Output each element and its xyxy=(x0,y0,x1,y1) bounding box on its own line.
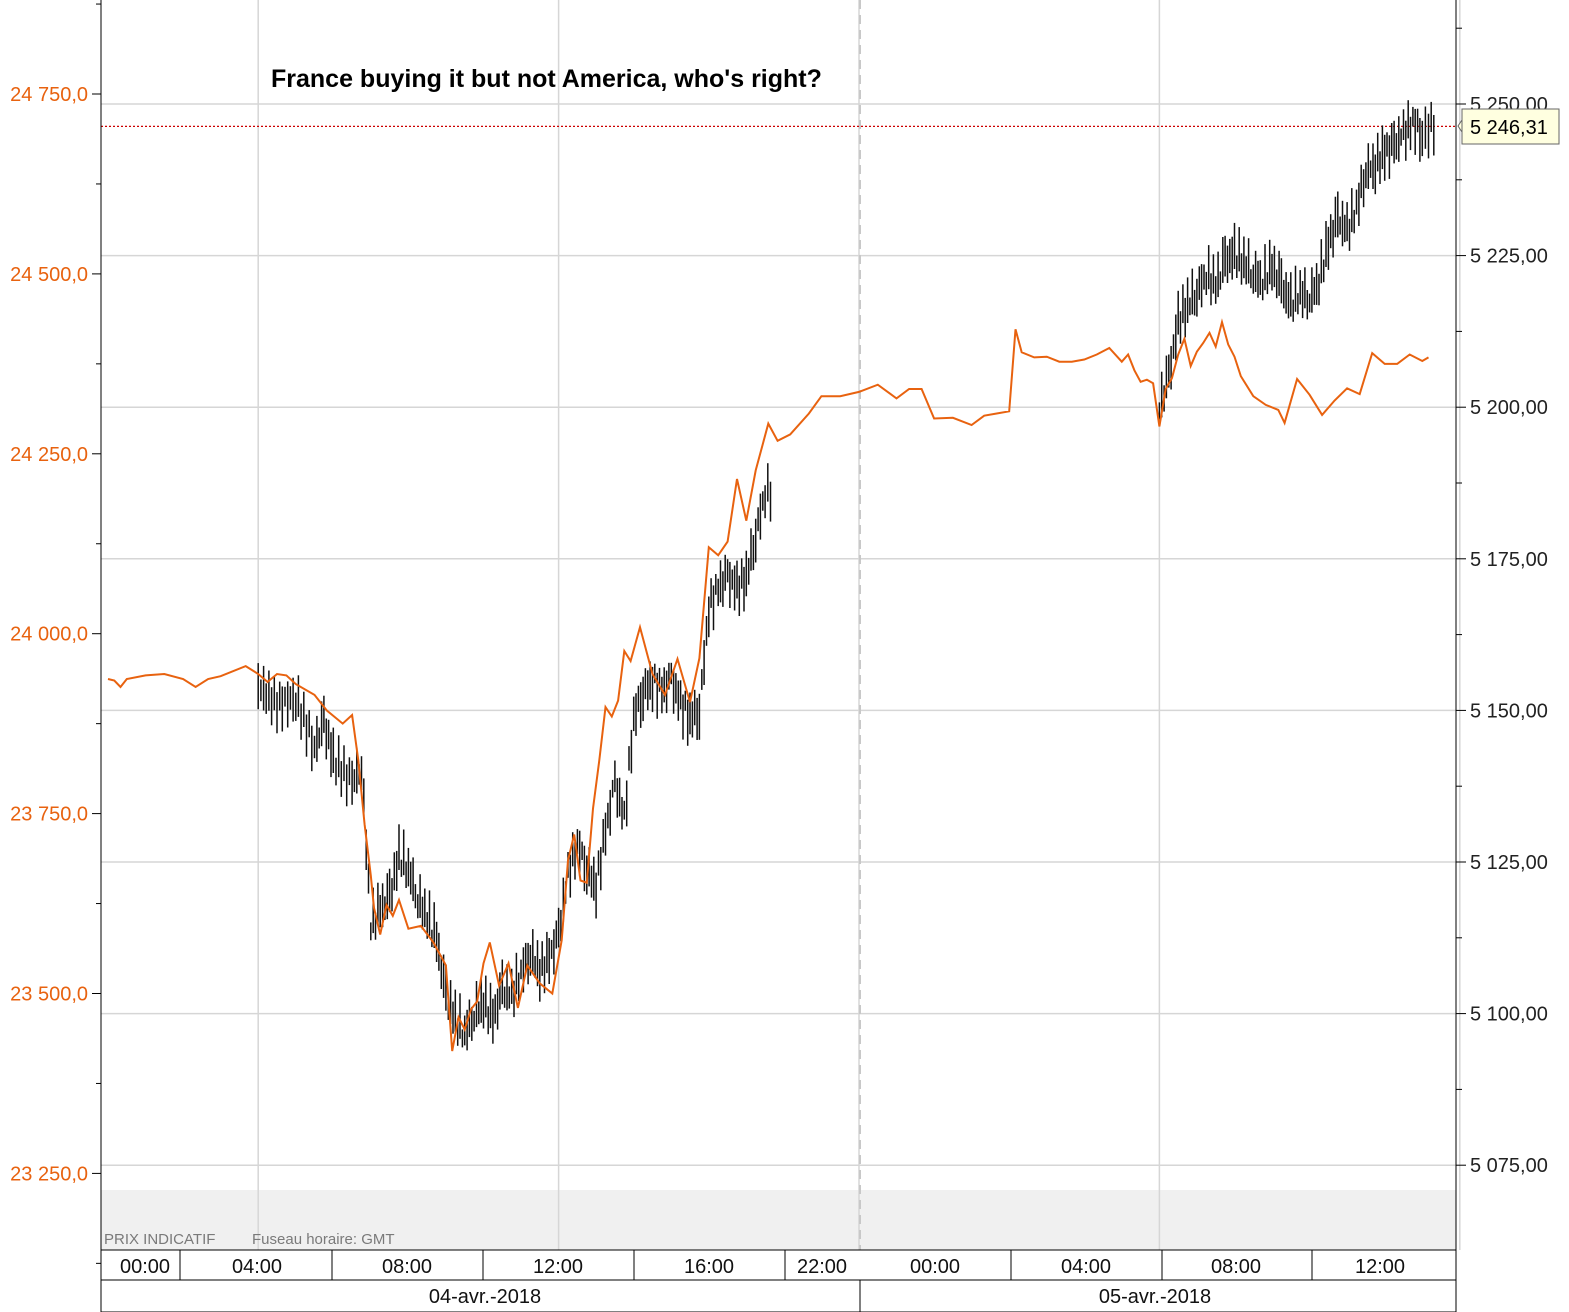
left-tick-label: 23 250,0 xyxy=(10,1163,88,1185)
date-label-day1: 04-avr.-2018 xyxy=(429,1286,541,1308)
time-tick-label: 22:00 xyxy=(797,1256,847,1278)
left-tick-label: 24 500,0 xyxy=(10,264,88,286)
time-tick-label: 08:00 xyxy=(382,1256,432,1278)
footnote-timezone: Fuseau horaire: GMT xyxy=(252,1231,395,1248)
right-tick-label: 5 200,00 xyxy=(1470,397,1548,419)
right-axis-ticks: 5 250,005 225,005 200,005 175,005 150,00… xyxy=(1456,27,1548,1177)
time-tick-label: 04:00 xyxy=(232,1256,282,1278)
index-bars-series xyxy=(257,100,1435,1051)
right-tick-label: 5 225,00 xyxy=(1470,246,1548,268)
left-tick-label: 24 000,0 xyxy=(10,624,88,646)
left-tick-label: 24 750,0 xyxy=(10,84,88,106)
time-tick-label: 12:00 xyxy=(1355,1256,1405,1278)
date-axis-row xyxy=(100,1279,1457,1312)
footnote-label: PRIX INDICATIF xyxy=(104,1231,215,1248)
plot-bottom-band xyxy=(101,1190,1456,1250)
time-axis-ticks: 00:00 04:00 08:00 12:00 16:00 22:00 00:00 04:00… xyxy=(120,1250,1405,1280)
left-tick-label: 23 500,0 xyxy=(10,984,88,1006)
time-tick-label: 00:00 xyxy=(120,1256,170,1278)
index-line-series xyxy=(107,318,1430,1052)
right-tick-label: 5 100,00 xyxy=(1470,1004,1548,1026)
right-tick-label: 5 125,00 xyxy=(1470,852,1548,874)
time-axis-row xyxy=(100,1249,1457,1281)
chart-title: France buying it but not America, who's … xyxy=(271,65,822,93)
last-price-label: 5 246,31 xyxy=(1470,117,1548,139)
time-axis: 00:00 04:00 08:00 12:00 16:00 22:00 00:00 04:00… xyxy=(100,1249,1457,1312)
time-tick-label: 12:00 xyxy=(533,1256,583,1278)
time-tick-label: 16:00 xyxy=(684,1256,734,1278)
time-tick-label: 04:00 xyxy=(1061,1256,1111,1278)
left-axis-ticks: 24 750,0 24 500,0 24 250,0 24 000,0 23 750,0… xyxy=(10,3,101,1264)
right-tick-label: 5 150,00 xyxy=(1470,700,1548,722)
left-tick-label: 24 250,0 xyxy=(10,444,88,466)
time-tick-label: 00:00 xyxy=(910,1256,960,1278)
last-price-tag: 5 246,31 xyxy=(1457,108,1560,145)
last-price-tag-box xyxy=(1461,108,1560,145)
left-tick-label: 23 750,0 xyxy=(10,804,88,826)
date-label-day2: 05-avr.-2018 xyxy=(1099,1286,1211,1308)
time-tick-label: 08:00 xyxy=(1211,1256,1261,1278)
right-tick-label: 5 075,00 xyxy=(1470,1155,1548,1177)
right-tick-label: 5 175,00 xyxy=(1470,549,1548,571)
